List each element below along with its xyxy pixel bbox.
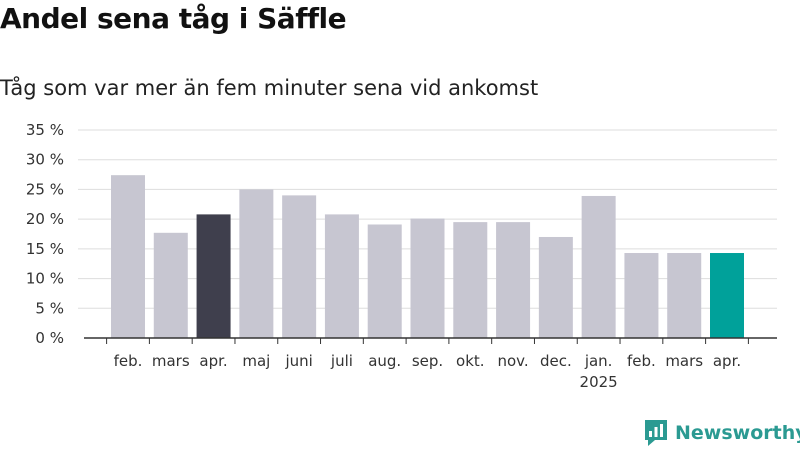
bar: [624, 253, 659, 338]
x-year-label: 2025: [580, 373, 618, 391]
y-axis-labels: 0 % 5 % 10 % 15 % 20 % 25 % 30 % 35 %: [26, 121, 64, 347]
x-tick-label: feb.: [114, 352, 143, 370]
x-tick-label: nov.: [497, 352, 528, 370]
x-tick-label: mars: [152, 352, 190, 370]
bar: [239, 189, 274, 338]
y-tick-label: 5 %: [35, 299, 64, 317]
bar: [667, 253, 702, 338]
bars: [111, 175, 744, 338]
bar: [410, 218, 445, 338]
newsworthy-logo: Newsworthy: [643, 418, 800, 448]
y-tick-label: 35 %: [26, 121, 64, 139]
y-tick-label: 30 %: [26, 151, 64, 169]
x-tick-label: juni: [284, 352, 312, 370]
y-tick-label: 20 %: [26, 210, 64, 228]
bar: [538, 236, 573, 338]
bar: [153, 232, 188, 338]
chart-title: Andel sena tåg i Säffle: [0, 2, 347, 35]
bar: [282, 195, 317, 338]
x-tick-label: sep.: [412, 352, 443, 370]
x-tick-label: apr.: [199, 352, 227, 370]
y-tick-label: 15 %: [26, 240, 64, 258]
chart-subtitle: Tåg som var mer än fem minuter sena vid …: [0, 76, 539, 100]
x-tick-label: feb.: [627, 352, 656, 370]
y-tick-label: 0 %: [35, 329, 64, 347]
x-tick-label: maj: [242, 352, 270, 370]
x-axis: [84, 337, 777, 344]
x-tick-label: okt.: [456, 352, 485, 370]
bar: [367, 224, 402, 338]
newsworthy-logo-icon: [645, 420, 667, 446]
y-tick-label: 10 %: [26, 270, 64, 288]
x-tick-label: dec.: [540, 352, 572, 370]
bar: [196, 214, 231, 338]
x-tick-label: jan.: [584, 352, 613, 370]
x-tick-label: apr.: [713, 352, 741, 370]
bar: [496, 222, 531, 338]
x-axis-labels: feb. mars apr. maj juni juli aug. sep. okt. nov. d…: [114, 352, 742, 391]
y-tick-label: 25 %: [26, 180, 64, 198]
x-tick-label: juli: [330, 352, 353, 370]
bar: [710, 253, 744, 338]
x-tick-label: mars: [665, 352, 703, 370]
brand-name: Newsworthy: [675, 422, 800, 444]
bar: [453, 222, 488, 338]
bar: [324, 214, 359, 338]
x-tick-label: aug.: [368, 352, 401, 370]
bar: [581, 195, 616, 338]
bar: [111, 175, 145, 338]
